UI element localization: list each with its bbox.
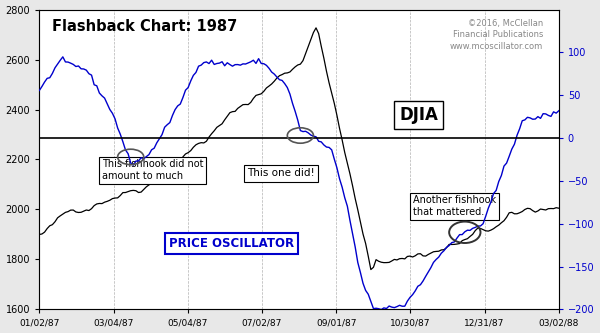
Text: ©2016, McClellan
Financial Publications
www.mcoscillator.com: ©2016, McClellan Financial Publications … (450, 19, 543, 51)
Text: PRICE OSCILLATOR: PRICE OSCILLATOR (169, 237, 294, 250)
Text: DJIA: DJIA (399, 106, 438, 124)
Text: This one did!: This one did! (247, 168, 315, 178)
Text: Another fishhook
that mattered.: Another fishhook that mattered. (413, 195, 496, 217)
Text: This fishhook did not
amount to much: This fishhook did not amount to much (101, 160, 203, 181)
Text: Flashback Chart: 1987: Flashback Chart: 1987 (52, 19, 238, 34)
